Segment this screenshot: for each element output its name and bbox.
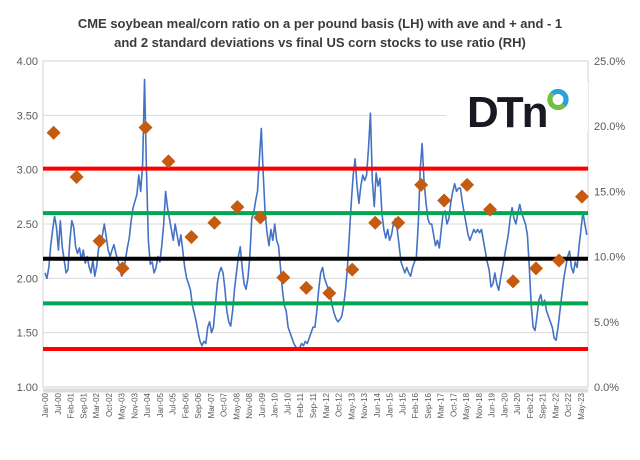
diamond-marker bbox=[437, 193, 452, 208]
diamond-marker bbox=[345, 262, 360, 277]
x-axis-tick-label: May-23 bbox=[577, 392, 586, 419]
x-axis-tick-label: Sep-01 bbox=[79, 392, 88, 418]
x-axis-tick-label: Jan-00 bbox=[41, 392, 50, 417]
reference-lines bbox=[43, 166, 588, 351]
x-axis-tick-label: Oct-17 bbox=[449, 392, 458, 417]
diamond-marker bbox=[92, 233, 107, 248]
x-axis-tick-label: Jun-19 bbox=[488, 392, 497, 417]
right-axis-tick-label: 0.0% bbox=[594, 382, 619, 394]
x-axis-tick-label: Feb-21 bbox=[526, 392, 535, 418]
x-axis-tick-label: Nov-13 bbox=[360, 392, 369, 418]
diamond-marker bbox=[230, 200, 245, 215]
x-axis-tick-label: Mar-17 bbox=[437, 392, 446, 418]
x-axis-tick-label: Jan-20 bbox=[500, 392, 509, 417]
diamond-marker bbox=[69, 170, 84, 185]
dtn-logo-text: DTn bbox=[467, 88, 547, 137]
x-axis-tick-label: Mar-07 bbox=[207, 392, 216, 418]
diamond-marker bbox=[460, 177, 475, 192]
dtn-logo-ring-blue-icon bbox=[550, 88, 569, 108]
diamond-marker bbox=[299, 280, 314, 295]
x-axis-tick-label: Sep-16 bbox=[424, 392, 433, 418]
diamond-marker bbox=[574, 189, 589, 204]
left-axis-tick-label: 1.00 bbox=[17, 382, 38, 394]
chart-title-line2: and 2 standard deviations vs final US co… bbox=[114, 34, 526, 50]
right-axis-tick-label: 5.0% bbox=[594, 317, 619, 329]
x-axis-tick-label: Jul-00 bbox=[54, 392, 63, 414]
plot-border bbox=[42, 60, 589, 388]
x-axis-tick-label: Feb-16 bbox=[411, 392, 420, 418]
x-axis-tick-label: May-08 bbox=[232, 392, 241, 419]
x-axis-tick-label: Jul-20 bbox=[513, 392, 522, 414]
x-axis-tick-label: Jul-10 bbox=[284, 392, 293, 414]
x-axis-tick-label: Oct-12 bbox=[335, 392, 344, 417]
left-axis-tick-label: 3.50 bbox=[17, 110, 38, 122]
left-axis-tick-label: 1.50 bbox=[17, 328, 38, 340]
diamond-marker bbox=[184, 230, 199, 245]
diamond-marker bbox=[138, 120, 153, 135]
diamond-marker bbox=[46, 125, 61, 140]
chart-title-line1: CME soybean meal/corn ratio on a per pou… bbox=[77, 16, 563, 31]
x-axis-tick-label: Nov-03 bbox=[130, 392, 139, 418]
diamond-marker bbox=[368, 215, 383, 230]
left-axis-tick-label: 3.00 bbox=[17, 165, 38, 177]
x-axis-tick-label: Mar-02 bbox=[92, 392, 101, 418]
stocks-use-diamonds bbox=[46, 120, 589, 301]
left-axis-tick-label: 2.50 bbox=[17, 219, 38, 231]
right-axis-tick-label: 25.0% bbox=[594, 56, 625, 68]
right-axis-labels: 25.0% 20.0% 15.0% 10.0% 5.0% 0.0% bbox=[594, 56, 625, 394]
chart-title: CME soybean meal/corn ratio on a per pou… bbox=[0, 15, 640, 53]
x-axis-tick-label: Nov-18 bbox=[475, 392, 484, 418]
diamond-marker bbox=[414, 177, 429, 192]
x-axis-labels: Jan-00 Jul-00 Feb-01 Sep-01 Mar-02 Oct-02 May-… bbox=[41, 392, 586, 419]
x-axis-tick-label: Jul-15 bbox=[398, 392, 407, 414]
diamond-marker bbox=[276, 270, 291, 285]
diamond-marker bbox=[506, 274, 521, 289]
left-axis-tick-label: 2.00 bbox=[17, 273, 38, 285]
x-axis-tick-label: May-13 bbox=[347, 392, 356, 419]
diamond-marker bbox=[551, 253, 566, 268]
diamond-marker bbox=[483, 202, 498, 217]
diamond-marker bbox=[529, 261, 544, 276]
x-axis-tick-label: Sep-06 bbox=[194, 392, 203, 418]
x-axis-tick-label: Jun-04 bbox=[143, 392, 152, 417]
diamond-marker bbox=[253, 210, 268, 225]
diamond-marker bbox=[391, 215, 406, 230]
x-axis-tick-label: Oct-22 bbox=[564, 392, 573, 417]
dtn-logo-ring-green-icon bbox=[547, 91, 566, 111]
x-axis-tick-label: May-18 bbox=[462, 392, 471, 419]
diamond-marker bbox=[115, 261, 130, 276]
diamond-marker bbox=[322, 286, 337, 301]
x-axis-tick-label: Jan-05 bbox=[156, 392, 165, 417]
x-axis-tick-label: Jul-05 bbox=[169, 392, 178, 414]
x-axis-tick-label: Feb-06 bbox=[181, 392, 190, 418]
left-axis-labels: 4.00 3.50 3.00 2.50 2.00 1.50 1.00 bbox=[17, 56, 38, 394]
x-axis-tick-label: Oct-02 bbox=[105, 392, 114, 417]
x-axis-tick-label: Oct-07 bbox=[220, 392, 229, 417]
diamond-marker bbox=[207, 215, 222, 230]
dtn-logo: DTn bbox=[446, 82, 588, 137]
x-axis-tick-label: Jan-15 bbox=[386, 392, 395, 417]
x-axis-tick-label: Sep-21 bbox=[539, 392, 548, 418]
x-axis-tick-label: Sep-11 bbox=[309, 392, 318, 418]
x-axis-tick-label: Nov-08 bbox=[245, 392, 254, 418]
plot-area: 4.00 3.50 3.00 2.50 2.00 1.50 1.00 25.0% 20.0% 15… bbox=[17, 56, 626, 420]
ratio-line-series bbox=[44, 78, 588, 350]
x-axis-tick-label: Jan-10 bbox=[271, 392, 280, 417]
x-axis-tick-label: Mar-12 bbox=[322, 392, 331, 418]
x-axis-tick-label: May-03 bbox=[118, 392, 127, 419]
x-axis-tick-label: Feb-01 bbox=[67, 392, 76, 418]
x-axis-tick-band bbox=[43, 388, 588, 393]
x-axis-tick-label: Jun-09 bbox=[258, 392, 267, 417]
right-axis-tick-label: 10.0% bbox=[594, 252, 625, 264]
x-axis-tick-label: Mar-22 bbox=[552, 392, 561, 418]
x-axis-tick-label: Jun-14 bbox=[373, 392, 382, 417]
left-axis-tick-label: 4.00 bbox=[17, 56, 38, 68]
diamond-marker bbox=[161, 154, 176, 169]
x-axis-tick-label: Feb-11 bbox=[296, 392, 305, 417]
right-axis-tick-label: 15.0% bbox=[594, 186, 625, 198]
right-axis-tick-label: 20.0% bbox=[594, 121, 625, 133]
